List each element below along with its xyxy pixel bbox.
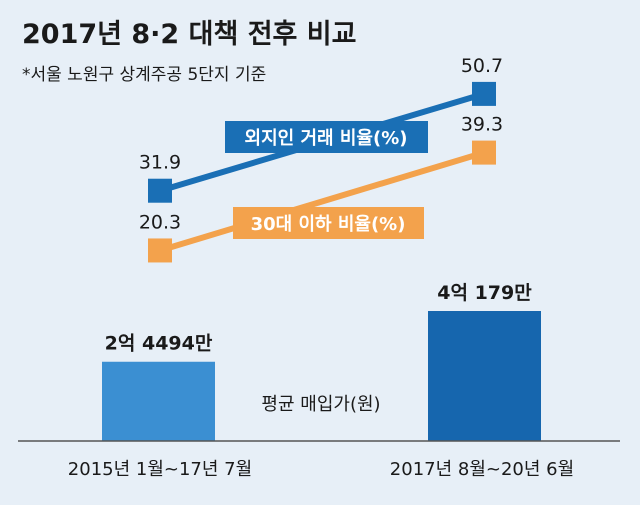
label-under30-ratio-period-1: 20.3 — [139, 211, 181, 233]
label-foreign-ratio-period-1: 31.9 — [139, 152, 181, 174]
bar-series-label: 평균 매입가(원) — [261, 394, 380, 415]
line-under30-ratio — [159, 149, 485, 254]
bar-period-1 — [102, 361, 215, 441]
legend-tag-foreign-ratio — [225, 121, 428, 153]
legend-tag-under30-ratio — [233, 207, 424, 239]
label-foreign-ratio-period-2: 50.7 — [461, 55, 503, 77]
label-under30-ratio-period-2: 39.3 — [461, 114, 503, 136]
marker-foreign-ratio-period-2 — [472, 81, 496, 106]
marker-under30-ratio-period-1 — [148, 238, 172, 263]
category-label-period-2: 2017년 8월~20년 6월 — [390, 459, 574, 480]
marker-under30-ratio-period-2 — [472, 140, 496, 165]
chart-title: 2017년 8·2 대책 전후 비교 — [22, 19, 356, 50]
marker-foreign-ratio-period-1 — [148, 178, 172, 203]
legend-tag-foreign-ratio-text: 외지인 거래 비율(%) — [245, 128, 408, 149]
legend-tag-under30-ratio-text: 30대 이하 비율(%) — [251, 214, 406, 235]
bar-value-label-period-2: 4억 179만 — [437, 282, 532, 304]
chart-subtitle: *서울 노원구 상계주공 5단지 기준 — [22, 65, 266, 85]
bar-value-label-period-1: 2억 4494만 — [105, 333, 213, 355]
category-label-period-1: 2015년 1월~17년 7월 — [68, 459, 252, 480]
bar-period-2 — [428, 311, 541, 441]
